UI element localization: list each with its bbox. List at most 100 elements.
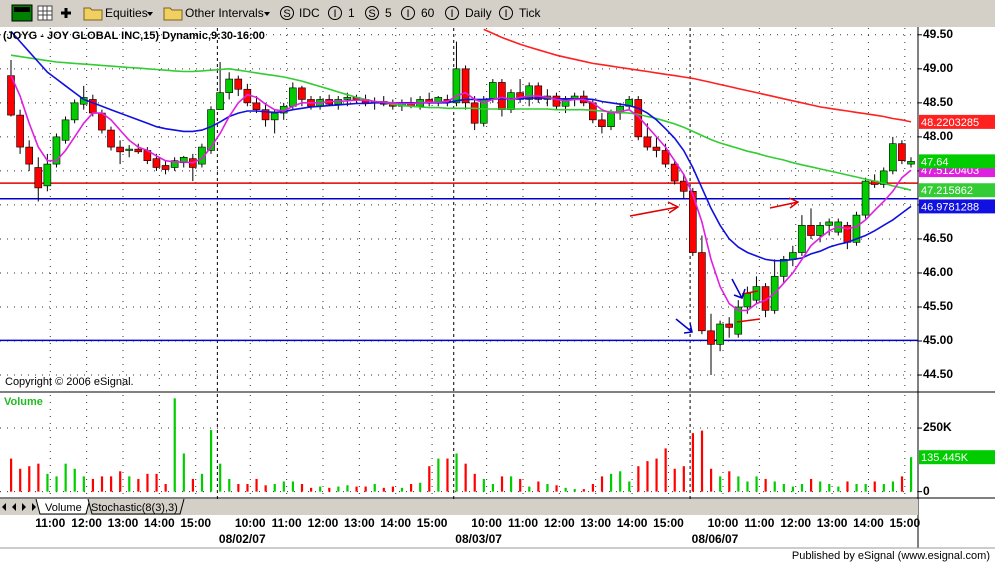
candle-body: [170, 160, 179, 168]
folder-icon: [163, 7, 183, 21]
toolbar-item[interactable]: Equities: [105, 6, 148, 20]
add-icon[interactable]: [61, 8, 71, 18]
volume-bar: [10, 458, 13, 492]
x-tick-label: 10:00: [471, 516, 502, 530]
volume-bar: [246, 484, 249, 492]
toolbar-icon[interactable]: [365, 6, 379, 20]
candle-body: [534, 85, 543, 100]
candle-body: [525, 85, 533, 100]
candle-body: [125, 148, 133, 151]
volume-bar: [728, 471, 731, 492]
volume-bar: [491, 484, 495, 492]
candle-body: [298, 87, 306, 100]
candle-body: [661, 150, 670, 165]
volume-bar: [810, 478, 813, 492]
dropdown-arrow[interactable]: [147, 12, 153, 16]
candle-body: [225, 78, 233, 93]
toolbar-item[interactable]: 1: [348, 6, 355, 20]
toolbar-icon-letter: I: [450, 8, 453, 20]
toolbar-item[interactable]: 60: [421, 6, 435, 20]
axis-labels: 11:00 12:00 13:00 14:00 15:00 10:00 11:00 12:00…: [35, 27, 995, 546]
y-tick-label: 48.50: [923, 95, 953, 109]
toolbar-icon[interactable]: [499, 6, 513, 20]
value-badge: [919, 154, 995, 169]
toolbar-item[interactable]: 5: [385, 6, 392, 20]
date-label: 08/02/07: [219, 532, 266, 546]
toolbar-icon[interactable]: [280, 6, 294, 20]
date-label: 08/06/07: [692, 532, 739, 546]
candle-body: [743, 293, 752, 308]
volume-bar: [173, 398, 176, 492]
y-tick-label: 250K: [923, 420, 952, 434]
toolbar-item[interactable]: Tick: [519, 6, 542, 20]
tab-scroll[interactable]: [2, 503, 36, 511]
y-tick-label: 46.50: [923, 231, 953, 245]
value-badge-label: 135.445K: [921, 452, 969, 464]
grid-icon-lines: [38, 6, 52, 20]
candle-body: [343, 97, 352, 100]
volume-bar: [528, 486, 531, 492]
toolbar-icon[interactable]: [328, 6, 342, 20]
toolbar-icon[interactable]: [445, 6, 459, 20]
volume-bar: [300, 484, 304, 492]
toolbar-item[interactable]: Other Intervals: [185, 6, 264, 20]
toolbar-item[interactable]: Daily: [465, 6, 492, 20]
volume-bar: [373, 484, 376, 492]
moving-average: [10, 54, 912, 191]
volume-bar: [819, 481, 822, 492]
candle-body: [270, 112, 279, 121]
x-tick-label: 11:00: [35, 516, 65, 530]
tab[interactable]: [87, 498, 185, 515]
toolbar-icon-letter: I: [333, 8, 336, 20]
volume-bar: [900, 476, 904, 492]
grid-icon[interactable]: [37, 5, 53, 21]
x-tick-label: 13:00: [344, 516, 375, 530]
tab-label[interactable]: Volume: [45, 502, 82, 514]
volume-bar: [764, 478, 767, 492]
candle-body: [898, 143, 906, 161]
volume-bar: [755, 476, 758, 492]
x-tick-label: 12:00: [544, 516, 575, 530]
tab-label[interactable]: Stochastic(8(3),3): [91, 502, 178, 514]
candle-body: [879, 170, 888, 185]
candle-body: [507, 92, 515, 110]
toolbar-icon[interactable]: [401, 6, 415, 20]
volume-bar: [546, 484, 549, 492]
volume-bar: [419, 482, 422, 492]
volume-bar: [382, 487, 385, 492]
volume-bar: [64, 463, 67, 492]
x-tick-label: 11:00: [508, 516, 538, 530]
volume-bar: [773, 481, 776, 492]
candle-body: [679, 180, 688, 192]
candle-body: [698, 252, 706, 332]
volume-bar: [519, 478, 522, 492]
arrow: [675, 318, 693, 334]
candle-body: [134, 148, 143, 153]
volume-bar: [346, 485, 349, 492]
arrow: [731, 278, 746, 299]
volume-title: Volume: [4, 396, 43, 408]
candle-body: [725, 323, 733, 328]
volume-bar: [55, 476, 58, 492]
volume-bar: [37, 463, 40, 492]
y-tick-label: 48.00: [923, 129, 953, 143]
mark-stroke: [736, 290, 761, 323]
candle-body: [161, 165, 170, 170]
y-tick-label: 49.00: [923, 61, 953, 75]
candle-body: [116, 146, 124, 153]
chart-title: (JOYG - JOY GLOBAL INC,15) Dynamic,9:30-…: [3, 30, 265, 42]
toolbar-item[interactable]: IDC: [299, 6, 320, 20]
dropdown-arrow[interactable]: [264, 12, 270, 16]
y-tick-label: 44.50: [923, 367, 953, 381]
tab[interactable]: [35, 498, 91, 515]
annotations: [629, 197, 800, 334]
moving-average: [10, 30, 912, 262]
volume-bar: [219, 463, 222, 492]
candle-body: [198, 146, 206, 165]
candle-body: [452, 68, 461, 104]
volume-bar: [364, 486, 367, 492]
volume-bar: [910, 457, 913, 492]
value-badge-label: 47.215862: [921, 185, 973, 197]
toolbar-icon-letter: I: [504, 8, 507, 20]
candle-body: [489, 82, 497, 100]
